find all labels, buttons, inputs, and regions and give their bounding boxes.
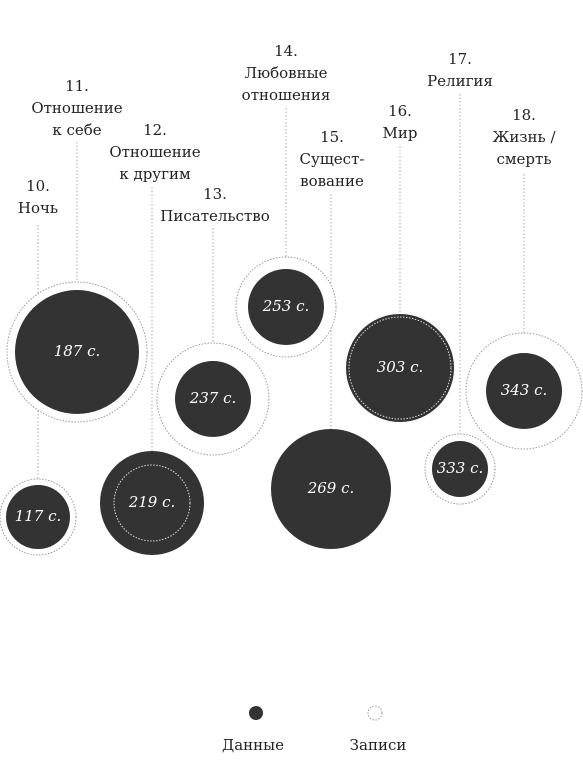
- node-number: 18.: [512, 106, 536, 124]
- node-value: 219 с.: [128, 493, 176, 511]
- notes-circle: [348, 316, 452, 420]
- node-number: 12.: [143, 121, 167, 139]
- node-number: 11.: [65, 77, 89, 95]
- legend-dashed: [367, 705, 383, 721]
- data-circle: [100, 451, 204, 555]
- node-value: 343 с.: [501, 381, 548, 399]
- data-circle: [175, 361, 251, 437]
- node-number: 17.: [448, 50, 472, 68]
- node-number: 16.: [388, 102, 412, 120]
- data-circle: [346, 314, 454, 422]
- node-label: смерть: [496, 150, 551, 168]
- node-label: к другим: [119, 165, 191, 183]
- data-circle: [432, 441, 488, 497]
- node-value: 237 с.: [189, 389, 237, 407]
- legend-label: Данные: [222, 736, 284, 754]
- node-label: Религия: [427, 72, 493, 90]
- node-value: 333 с.: [437, 459, 484, 477]
- node-value: 117 с.: [15, 507, 62, 525]
- data-circle: [15, 290, 139, 414]
- node-label: Отношение: [109, 143, 200, 161]
- node-label: Мир: [383, 124, 418, 142]
- node-label: Жизнь /: [492, 128, 556, 146]
- node-value: 253 с.: [262, 297, 310, 315]
- node-value: 303 с.: [377, 358, 424, 376]
- node-label: отношения: [242, 86, 331, 104]
- data-circle: [271, 429, 391, 549]
- node-label: вование: [300, 172, 364, 190]
- notes-circle: [113, 464, 191, 542]
- node-label: Сущест-: [300, 150, 365, 168]
- node-number: 14.: [274, 42, 298, 60]
- node-number: 13.: [203, 185, 227, 203]
- legend-solid: [249, 706, 263, 720]
- node-number: 10.: [26, 177, 50, 195]
- node-number: 15.: [320, 128, 344, 146]
- node-value: 187 с.: [54, 342, 101, 360]
- node-label: к себе: [52, 121, 101, 139]
- data-circle: [486, 353, 562, 429]
- node-label: Писательство: [160, 207, 269, 225]
- data-circle: [248, 269, 324, 345]
- data-circle: [6, 485, 70, 549]
- node-label: Ночь: [18, 199, 58, 217]
- nodes: 10. Ночь 117 с. 11. Отношение к себе 187 с. 12.…: [0, 42, 583, 556]
- node-value: 269 с.: [307, 479, 355, 497]
- legend-label: Записи: [350, 736, 407, 754]
- node-label: Любовные: [245, 64, 328, 82]
- node-label: Отношение: [31, 99, 122, 117]
